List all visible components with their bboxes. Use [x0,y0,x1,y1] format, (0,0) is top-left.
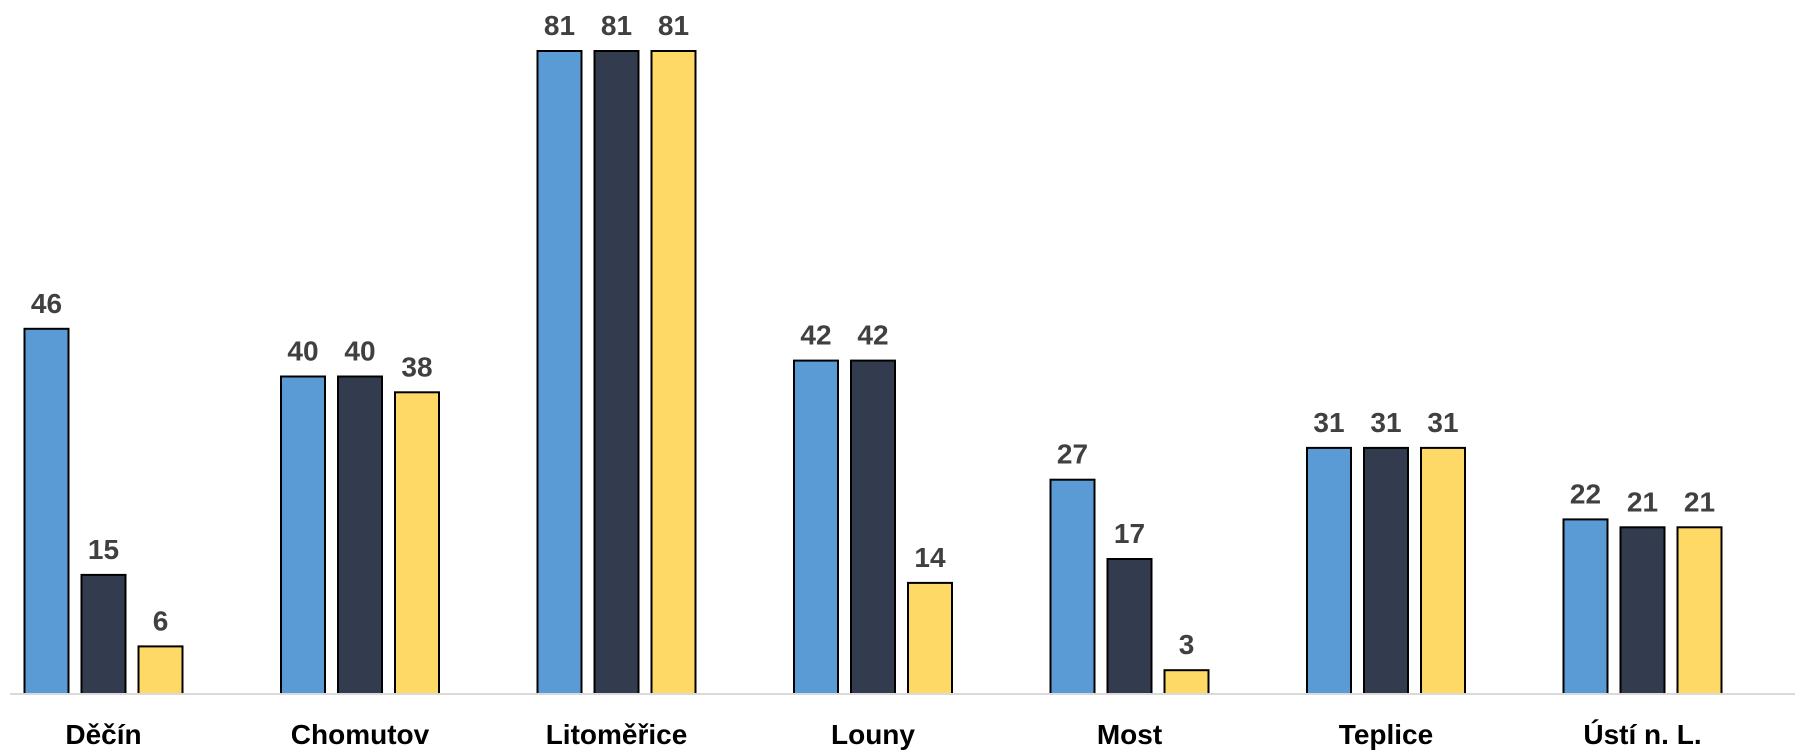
bar-series-2-category-1 [80,573,127,696]
category-label-1: Děčín [65,719,141,750]
value-label-series-2-category-2: 40 [344,336,375,367]
bar-series-1-category-2 [280,375,326,695]
value-label-series-3-category-4: 14 [914,542,946,573]
category-label-6: Teplice [1339,719,1433,750]
category-label-3: Litoměřice [546,719,688,750]
bar-series-3-category-5 [1163,669,1210,696]
bar-series-1-category-3 [536,50,583,695]
bars-layer [23,50,1723,696]
category-label-7: Ústí n. L. [1583,719,1701,750]
bar-series-3-category-3 [650,50,697,695]
value-label-series-1-category-1: 46 [31,288,62,319]
value-label-series-3-category-7: 21 [1684,486,1715,517]
value-label-series-2-category-3: 81 [601,10,632,41]
bar-series-3-category-4 [907,581,953,696]
bar-series-3-category-6 [1420,446,1466,695]
category-label-5: Most [1097,719,1162,750]
bar-series-2-category-4 [850,359,896,695]
category-labels-layer: Děčín Chomutov Litoměřice Louny Most Teplice Ú… [65,719,1701,750]
bar-series-3-category-1 [137,645,184,696]
value-label-series-3-category-6: 31 [1427,407,1458,438]
value-label-series-2-category-5: 17 [1114,518,1145,549]
value-labels-layer: 46 15 6 40 40 38 81 81 81 42 42 14 27 17 3 31 31 31 22 21 21 [31,10,1715,660]
category-label-2: Chomutov [291,719,430,750]
bar-series-3-category-7 [1676,526,1723,695]
value-label-series-1-category-6: 31 [1313,407,1344,438]
bar-series-1-category-6 [1306,446,1352,695]
bar-series-1-category-5 [1049,478,1096,696]
value-label-series-1-category-2: 40 [287,336,318,367]
bar-series-3-category-2 [394,391,440,695]
value-label-series-2-category-6: 31 [1370,407,1401,438]
value-label-series-3-category-5: 3 [1179,629,1195,660]
bar-series-1-category-1 [23,327,70,695]
value-label-series-2-category-7: 21 [1627,486,1658,517]
bar-series-1-category-7 [1562,518,1609,696]
category-label-4: Louny [831,719,915,750]
value-label-series-2-category-4: 42 [857,320,888,351]
value-label-series-1-category-7: 22 [1570,478,1601,509]
bar-series-2-category-5 [1106,558,1153,695]
value-label-series-1-category-5: 27 [1057,439,1088,470]
bar-series-1-category-4 [793,359,839,695]
bar-series-2-category-3 [593,50,640,695]
value-label-series-2-category-1: 15 [88,534,119,565]
bar-series-2-category-7 [1619,526,1666,695]
bar-series-2-category-2 [337,375,383,695]
value-label-series-3-category-2: 38 [401,351,432,382]
value-label-series-1-category-4: 42 [800,320,831,351]
value-label-series-3-category-3: 81 [658,10,689,41]
value-label-series-1-category-3: 81 [544,10,575,41]
value-label-series-3-category-1: 6 [153,605,169,636]
bar-series-2-category-6 [1363,446,1409,695]
